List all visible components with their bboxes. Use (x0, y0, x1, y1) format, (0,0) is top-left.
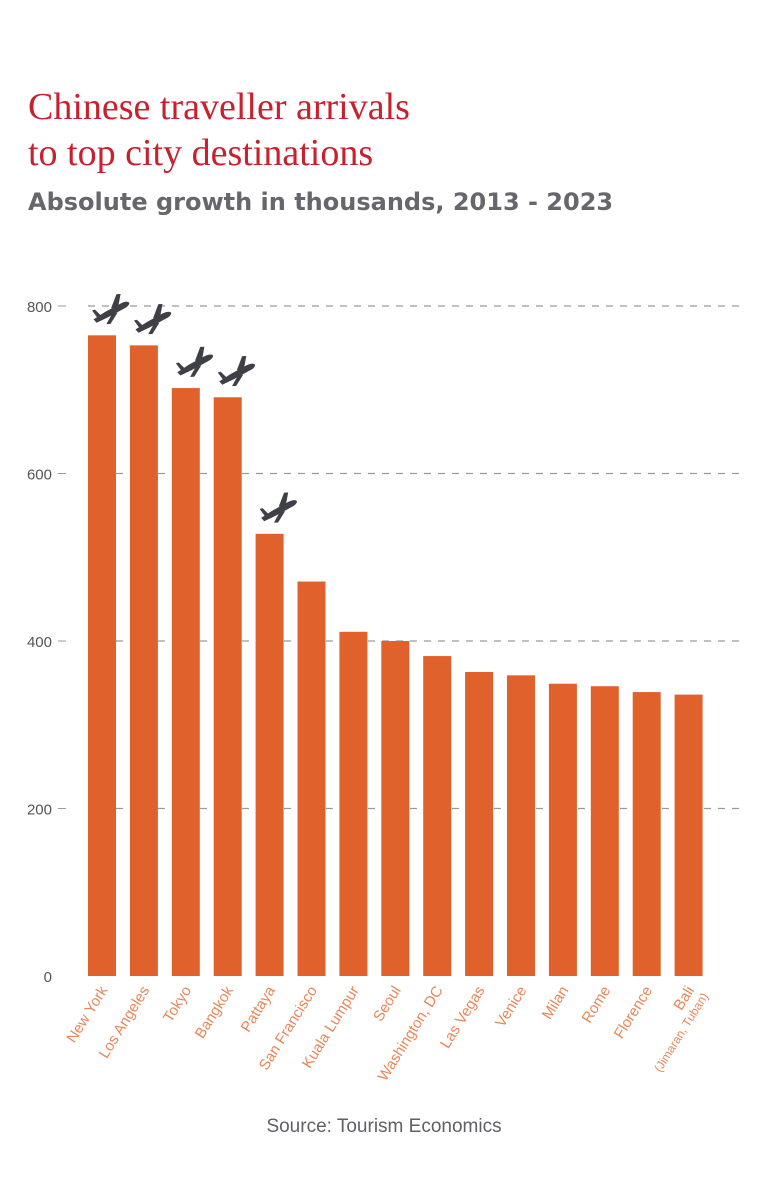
source-note: Source: Tourism Economics (266, 1116, 502, 1137)
y-tick-label: 600 (27, 467, 52, 484)
y-tick-label: 400 (27, 634, 52, 651)
gridlines (88, 305, 742, 810)
bar (632, 692, 661, 976)
x-tick-label: Tokyo (160, 983, 195, 1025)
bar (339, 631, 368, 976)
chart-title-line-1: Chinese traveller arrivals (28, 86, 410, 128)
bar (129, 345, 158, 976)
x-tick-label: Florence (611, 983, 656, 1042)
bar (381, 641, 410, 976)
x-tick-label: Milan (539, 983, 572, 1022)
x-tick-label: New York (63, 983, 111, 1046)
airplane-icon (172, 344, 218, 381)
bar (213, 397, 242, 977)
bar (507, 675, 535, 976)
x-tick-label: Pattaya (238, 983, 280, 1036)
x-tick-label: Bangkok (192, 983, 238, 1042)
bars (88, 335, 703, 977)
airplane-icon (214, 353, 260, 391)
bar (548, 683, 577, 976)
bar (297, 581, 326, 976)
y-tick-label: 200 (27, 802, 52, 819)
airplane-icon (130, 301, 176, 339)
airplane-icon (256, 489, 302, 527)
x-tick-label: Rome (579, 983, 615, 1026)
chart-title-line-2: to top city destinations (28, 132, 374, 174)
bar (255, 533, 284, 976)
bar (465, 671, 494, 976)
bar (171, 388, 200, 976)
y-tick-label: 800 (27, 299, 52, 316)
y-tick-label: 0 (44, 969, 52, 986)
airplane-icon (88, 291, 134, 329)
bar (88, 335, 116, 976)
bar (674, 694, 703, 976)
bar (423, 656, 452, 976)
x-tick-label: Seoul (370, 983, 405, 1025)
x-tick-label: Venice (492, 983, 530, 1030)
y-axis: 0 200 400 600 800 (27, 299, 66, 986)
bar (590, 686, 619, 976)
chart-title: Chinese traveller arrivals to top city d… (28, 84, 728, 176)
chart-subtitle: Absolute growth in thousands, 2013 - 202… (28, 188, 614, 216)
